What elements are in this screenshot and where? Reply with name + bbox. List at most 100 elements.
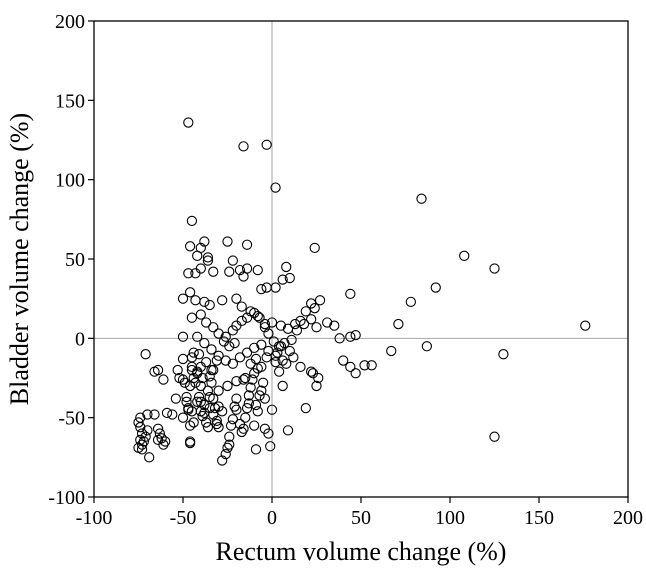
data-point [199,337,210,349]
data-point [288,352,299,363]
data-point [160,436,171,447]
data-point [227,414,238,425]
data-point [193,349,205,360]
data-point [204,371,215,382]
data-point [222,380,233,392]
data-point [177,412,189,423]
y-tick-label: 200 [55,11,85,33]
data-point [192,331,203,342]
data-point [298,318,310,330]
data-point [158,374,169,385]
data-point [234,264,246,276]
data-point [240,412,251,423]
data-point [227,358,238,369]
data-point [300,402,311,414]
data-point [186,312,198,323]
data-point [313,372,324,384]
data-point [350,368,361,379]
data-point [229,337,240,349]
data-point [229,401,240,412]
data-point [140,431,151,442]
data-point [231,404,242,415]
data-point [222,442,233,453]
data-point [241,239,253,250]
data-point [200,417,212,428]
data-point [179,377,190,388]
data-point [195,396,206,407]
data-point [238,423,249,434]
data-point [284,345,295,357]
data-point [161,407,173,419]
data-point [186,364,198,376]
data-point [329,320,340,331]
data-point [266,317,278,328]
data-point [281,261,292,273]
data-point [167,409,178,420]
data-point [245,382,256,393]
data-point [225,420,237,431]
data-point [295,361,306,373]
y-tick-label: 0 [75,328,85,350]
data-point [222,236,233,247]
data-point [199,399,210,411]
data-point [208,364,219,376]
data-point [241,312,253,323]
data-point [213,422,224,433]
data-point [177,293,189,304]
data-point [282,425,294,436]
data-point [263,345,274,357]
data-point [202,255,214,266]
data-point [289,318,301,330]
data-point [249,342,260,354]
data-point [345,288,356,300]
data-point [459,250,470,261]
data-point [306,366,317,377]
data-point [136,444,148,455]
data-point [188,417,199,428]
data-point [261,352,272,363]
data-point [231,293,242,304]
data-point [241,347,253,358]
data-point [236,426,247,438]
data-point [252,264,263,276]
data-point [208,266,219,277]
data-point [217,455,228,466]
data-point [249,420,260,431]
data-point [416,193,427,204]
data-point [190,295,201,306]
data-point [140,349,151,360]
data-point [224,431,235,442]
data-point [231,393,242,404]
data-point [177,331,189,342]
data-point [192,366,203,377]
data-point [270,282,281,293]
data-point [263,328,274,339]
data-point [234,352,246,363]
data-point [252,406,263,417]
data-point [200,356,212,368]
y-tick-label: 50 [65,249,85,271]
data-point [188,347,199,358]
data-point [277,380,288,392]
data-point [489,263,500,274]
data-point [135,422,146,433]
data-point [200,317,212,328]
data-point [245,358,256,369]
data-point [186,406,198,417]
data-point [311,380,322,392]
data-point [338,355,349,366]
data-point [236,315,247,327]
data-point [142,409,153,420]
data-point [250,444,262,455]
data-point [149,409,160,420]
y-tick-label: 100 [55,170,85,192]
data-point [498,349,509,360]
data-point [206,344,217,355]
data-point [345,331,356,342]
data-point [197,410,208,422]
data-point [208,322,219,333]
data-point [217,406,228,417]
x-tick-label: -50 [170,507,197,529]
data-point [306,314,317,325]
data-point [240,372,251,384]
